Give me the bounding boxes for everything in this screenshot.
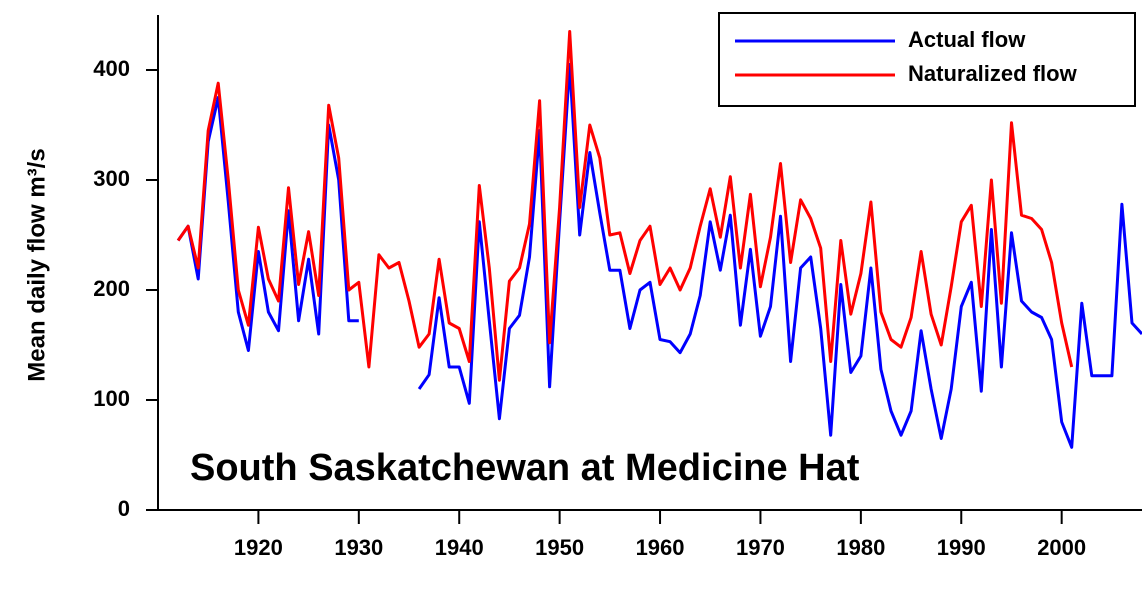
x-tick-label: 1920 bbox=[234, 535, 283, 560]
annotation: South Saskatchewan at Medicine Hat bbox=[190, 447, 860, 489]
y-tick-label: 300 bbox=[93, 166, 130, 191]
y-axis-label: Mean daily flow m³/s bbox=[23, 148, 50, 381]
y-tick-label: 0 bbox=[118, 496, 130, 521]
y-tick-label: 200 bbox=[93, 276, 130, 301]
x-tick-label: 1990 bbox=[937, 535, 986, 560]
y-tick-label: 400 bbox=[93, 56, 130, 81]
legend-box bbox=[718, 12, 1136, 107]
x-tick-label: 1960 bbox=[636, 535, 685, 560]
x-tick-label: 1980 bbox=[836, 535, 885, 560]
x-tick-label: 1940 bbox=[435, 535, 484, 560]
x-tick-label: 1950 bbox=[535, 535, 584, 560]
x-tick-label: 2000 bbox=[1037, 535, 1086, 560]
legend-label: Naturalized flow bbox=[908, 61, 1078, 86]
x-tick-label: 1930 bbox=[334, 535, 383, 560]
legend-label: Actual flow bbox=[908, 27, 1026, 52]
data-line bbox=[176, 30, 1074, 382]
x-tick-label: 1970 bbox=[736, 535, 785, 560]
y-tick-label: 100 bbox=[93, 386, 130, 411]
